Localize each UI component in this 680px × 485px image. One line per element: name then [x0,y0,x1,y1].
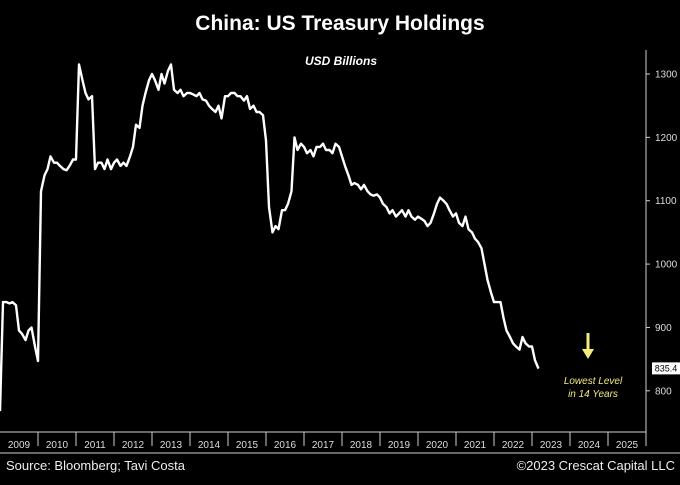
arrow-down-icon [582,349,594,359]
y-tick-label: 1000 [655,260,678,271]
series-line [0,63,540,412]
x-tick-label: 2010 [46,440,69,451]
x-tick-label: 2022 [502,440,525,451]
footer-source: Source: Bloomberg; Tavi Costa [6,458,186,473]
x-tick-label: 2016 [274,440,297,451]
y-tick-label: 1300 [655,70,678,81]
last-value-marker: 835.4 [652,362,680,375]
x-tick-label: 2011 [84,440,106,451]
x-tick-label: 2025 [616,440,639,451]
y-tick-label: 1100 [655,196,677,207]
x-tick-label: 2013 [160,440,183,451]
y-tick-label: 900 [655,323,672,334]
last-value-label: 835.4 [655,364,678,374]
annotation-line-1: Lowest Level [564,376,623,387]
series-group [0,63,540,412]
last-value-box [652,362,680,375]
x-tick-label: 2015 [236,440,259,451]
x-tick-label: 2023 [540,440,563,451]
annotation-line-2: in 14 Years [568,389,618,400]
y-tick-label: 800 [655,386,672,397]
x-tick-label: 2018 [350,440,373,451]
x-tick-label: 2017 [312,440,335,451]
x-tick-label: 2014 [198,440,221,451]
annotation: Lowest Level in 14 Years [564,333,623,400]
y-axis: 800 900 1000 1100 1200 1300 [645,50,678,432]
chart-title: China: US Treasury Holdings [195,12,484,35]
x-tick-label: 2020 [426,440,449,451]
chart-subtitle: USD Billions [305,54,377,68]
x-axis: 2009 2010 2011 2012 2013 2014 2015 2016 2017 2018… [0,431,647,451]
x-tick-label: 2019 [388,440,411,451]
x-tick-label: 2012 [122,440,145,451]
y-tick-label: 1200 [655,133,678,144]
footer-credit: ©2023 Crescat Capital LLC [517,458,675,473]
x-tick-label: 2021 [464,440,487,451]
x-tick-label: 2024 [578,440,601,451]
x-tick-label: 2009 [8,440,31,451]
